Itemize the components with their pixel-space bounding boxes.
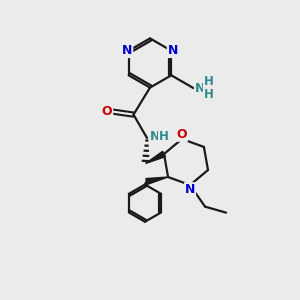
- Text: N: N: [185, 183, 195, 196]
- Text: H: H: [159, 130, 168, 143]
- Text: N: N: [150, 130, 161, 143]
- Text: O: O: [177, 128, 187, 141]
- Polygon shape: [146, 177, 168, 184]
- Text: O: O: [102, 105, 112, 118]
- Text: H: H: [203, 75, 213, 88]
- Text: N: N: [168, 44, 178, 57]
- Text: N: N: [195, 82, 205, 94]
- Polygon shape: [146, 151, 165, 164]
- Text: H: H: [203, 88, 213, 101]
- Text: N: N: [122, 44, 132, 57]
